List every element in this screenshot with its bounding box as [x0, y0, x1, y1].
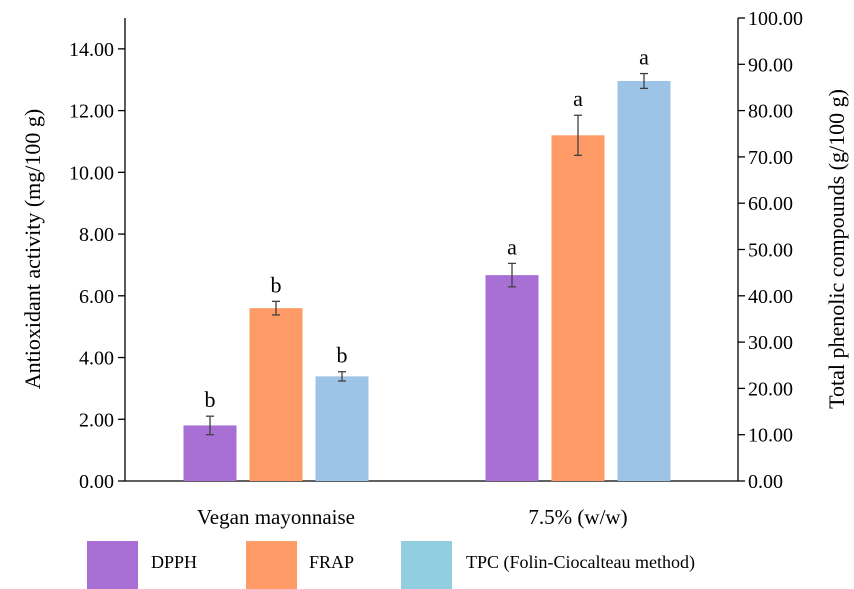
y-tick-label-left: 10.00	[69, 162, 114, 184]
significance-letter: a	[507, 234, 517, 259]
y-tick-label-right: 20.00	[748, 378, 793, 400]
significance-letter: b	[271, 272, 282, 297]
x-category-label: 7.5% (w/w)	[528, 505, 627, 529]
y-tick-label-left: 8.00	[79, 224, 114, 246]
bar	[617, 80, 671, 481]
legend: DPPH FRAP TPC (Folin-Ciocalteau method)	[87, 541, 695, 589]
y-tick-label-right: 100.00	[748, 8, 803, 30]
significance-letter: b	[337, 343, 348, 368]
y-tick-label-left: 4.00	[79, 348, 114, 370]
legend-swatch-tpc	[401, 541, 452, 589]
bar	[551, 135, 605, 481]
y-tick-label-right: 10.00	[748, 425, 793, 447]
y-tick-label-right: 90.00	[748, 54, 793, 76]
y-tick-label-left: 6.00	[79, 286, 114, 308]
bars	[183, 72, 671, 481]
legend-swatch-frap	[246, 541, 297, 589]
legend-label-dpph: DPPH	[151, 552, 197, 572]
y-tick-label-left: 14.00	[69, 39, 114, 61]
x-category-label: Vegan mayonnaise	[197, 505, 355, 529]
y-tick-label-right: 50.00	[748, 240, 793, 262]
significance-letter: a	[573, 86, 583, 111]
y-tick-label-right: 40.00	[748, 286, 793, 308]
significance-letter: a	[639, 45, 649, 70]
bar	[485, 275, 539, 481]
bar	[249, 308, 303, 481]
y-axis-title-right: Total phenolic compounds (g/100 g)	[824, 89, 849, 409]
y-tick-label-right: 0.00	[748, 471, 783, 493]
y-tick-label-left: 12.00	[69, 101, 114, 123]
y-tick-label-right: 30.00	[748, 332, 793, 354]
legend-label-frap: FRAP	[309, 552, 354, 572]
y-tick-label-left: 0.00	[79, 471, 114, 493]
y-tick-label-right: 80.00	[748, 101, 793, 123]
legend-swatch-dpph	[87, 541, 138, 589]
axes: 0.00 2.00 4.00 6.00 8.00 10.00 12.00 14.00 0.00 1…	[69, 8, 803, 493]
legend-label-tpc: TPC (Folin-Ciocalteau method)	[466, 552, 695, 573]
y-tick-label-right: 70.00	[748, 147, 793, 169]
y-tick-label-right: 60.00	[748, 193, 793, 215]
y-axis-title-left: Antioxidant activity (mg/100 g)	[20, 109, 45, 389]
significance-letter: b	[205, 387, 216, 412]
bar	[315, 376, 369, 481]
labels: b a b a b a Vegan mayonnaise 7.5% (w/w)	[197, 45, 649, 529]
y-tick-label-left: 2.00	[79, 409, 114, 431]
